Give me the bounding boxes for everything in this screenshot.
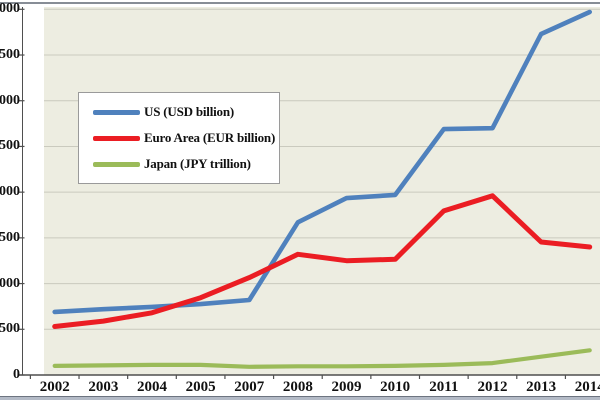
legend-label-euro-area: Euro Area (EUR billion) — [144, 130, 276, 145]
x-tick-label: 2014 — [574, 379, 600, 395]
legend-item-japan: Japan (JPY trillion) — [79, 156, 279, 172]
y-tick-label: 000 — [0, 92, 20, 108]
legend-line-sample-euro-area — [93, 135, 140, 141]
y-tick-label: 500 — [0, 229, 20, 245]
x-tick-label: 2013 — [526, 379, 557, 395]
legend-item-euro-area: Euro Area (EUR billion) — [79, 130, 279, 146]
legend-label-japan: Japan (JPY trillion) — [144, 156, 251, 171]
y-tick-label: 500 — [0, 47, 20, 62]
x-tick-label: 2002 — [39, 379, 70, 395]
x-tick-label: 2004 — [136, 379, 167, 395]
y-tick-label: 0 — [13, 367, 20, 382]
y-tick-label: 000 — [0, 1, 20, 17]
x-tick-label: 2012 — [477, 379, 508, 395]
x-tick-label: 2010 — [380, 379, 411, 395]
legend: US (USD billion) Euro Area (EUR billion)… — [78, 92, 280, 184]
y-tick-label: 000 — [0, 184, 20, 200]
y-tick-label: 500 — [0, 321, 20, 337]
bottom-border — [0, 396, 600, 400]
y-tick-label: 000 — [0, 275, 20, 291]
legend-item-us: US (USD billion) — [79, 104, 279, 120]
x-tick-label: 2009 — [331, 379, 362, 395]
legend-line-sample-japan — [93, 161, 140, 167]
x-tick-label: 2005 — [185, 379, 216, 395]
x-tick-label: 2011 — [429, 379, 459, 395]
legend-line-sample-us — [93, 109, 140, 115]
x-tick-label: 2003 — [88, 379, 119, 395]
legend-label-us: US (USD billion) — [144, 104, 234, 119]
y-tick-label: 500 — [0, 138, 20, 154]
x-tick-label: 2007 — [234, 379, 265, 395]
x-tick-label: 2008 — [282, 379, 313, 395]
top-border — [0, 2, 600, 4]
